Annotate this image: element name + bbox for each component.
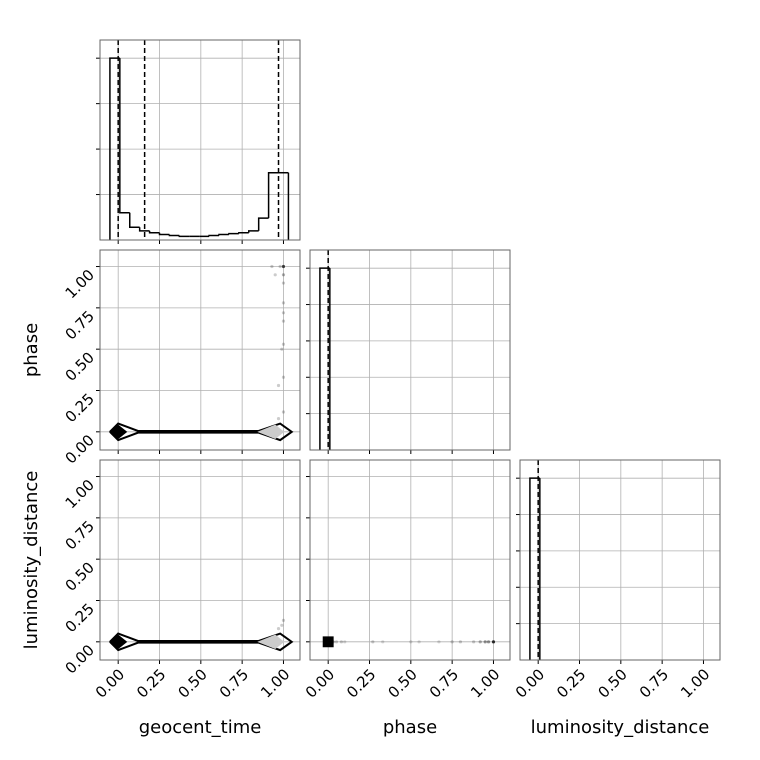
- sample-point: [417, 640, 421, 644]
- histogram-bar: [138, 227, 150, 232]
- sample-point: [281, 281, 286, 285]
- histogram-bar: [148, 230, 160, 234]
- y-axis-label: phase: [21, 323, 42, 377]
- axes-frame: [99, 459, 301, 661]
- sample-point: [280, 623, 284, 627]
- sample-point: [281, 342, 286, 346]
- sample-point: [270, 264, 274, 269]
- y-tick-label: 0.50: [62, 348, 98, 384]
- contour: [257, 634, 285, 650]
- sample-point: [478, 640, 482, 644]
- sample-point: [343, 640, 347, 644]
- contour: [109, 632, 294, 652]
- x-tick-label: 0.50: [174, 665, 210, 701]
- sample-point: [281, 375, 286, 379]
- x-axis-label: geocent_time: [139, 717, 262, 738]
- y-tick-label: 0.75: [62, 307, 98, 343]
- sample-point: [281, 273, 286, 277]
- sample-point: [281, 319, 286, 323]
- x-tick-label: 0.50: [594, 665, 630, 701]
- histogram-bar: [158, 232, 170, 236]
- histogram-bar: [218, 233, 229, 236]
- sample-point: [281, 264, 286, 269]
- axes-frame: [99, 249, 301, 451]
- x-tick-label: 0.00: [92, 665, 128, 701]
- contour: [109, 634, 128, 650]
- sample-point: [280, 347, 284, 351]
- y-axis-label: luminosity_distance: [21, 471, 42, 650]
- y-tick-label: 0.00: [62, 641, 98, 677]
- sample-point: [491, 640, 496, 644]
- sample-point: [483, 640, 487, 644]
- sample-point: [472, 640, 476, 644]
- axes-frame: [99, 39, 301, 241]
- histogram-bar: [529, 477, 540, 660]
- x-axis-label: luminosity_distance: [531, 717, 710, 738]
- contour: [109, 422, 294, 442]
- contour: [109, 424, 128, 440]
- histogram-bar: [208, 234, 220, 237]
- sample-point: [276, 416, 281, 421]
- x-tick-label: 0.25: [133, 665, 169, 701]
- x-tick-label: 0.00: [512, 665, 548, 701]
- histogram-bar: [178, 235, 190, 238]
- x-tick-label: 0.50: [384, 665, 420, 701]
- sample-point: [450, 640, 454, 644]
- x-axis-label: phase: [383, 717, 437, 738]
- histogram-bar: [267, 171, 279, 219]
- axes-frame: [519, 459, 721, 661]
- x-tick-label: 0.75: [426, 665, 462, 701]
- y-tick-label: 0.75: [62, 517, 98, 553]
- x-tick-label: 0.75: [636, 665, 672, 701]
- histogram-bar: [248, 230, 259, 233]
- x-tick-label: 1.00: [467, 665, 503, 701]
- y-tick-label: 0.50: [62, 558, 98, 594]
- sample-point: [281, 301, 286, 305]
- x-tick-label: 0.75: [216, 665, 252, 701]
- histogram-bar: [228, 232, 239, 235]
- sample-point: [276, 383, 281, 388]
- y-tick-label: 0.25: [62, 600, 98, 636]
- x-tick-label: 0.00: [302, 665, 338, 701]
- y-tick-label: 0.25: [62, 390, 98, 426]
- sample-point: [458, 640, 463, 644]
- histogram-bar: [129, 212, 140, 229]
- sample-point: [281, 618, 286, 622]
- sample-point: [381, 640, 385, 644]
- sample-point: [339, 640, 344, 644]
- histogram-bar: [168, 234, 180, 237]
- x-tick-label: 0.25: [343, 665, 379, 701]
- histogram-bar: [109, 57, 120, 240]
- sample-point: [281, 311, 286, 315]
- histogram-bar: [319, 267, 330, 450]
- histogram-bar: [238, 231, 249, 234]
- histogram-bar: [257, 217, 269, 231]
- sample-point: [281, 410, 286, 414]
- x-tick-label: 1.00: [677, 665, 713, 701]
- contour: [322, 636, 334, 648]
- axes-frame: [309, 249, 511, 451]
- sample-point: [334, 640, 339, 644]
- y-tick-label: 0.00: [62, 431, 98, 467]
- sample-point: [486, 640, 491, 644]
- axes-frame: [309, 459, 511, 661]
- sample-point: [371, 640, 375, 644]
- sample-point: [409, 640, 413, 644]
- contour: [257, 424, 285, 440]
- y-tick-label: 1.00: [62, 266, 98, 302]
- sample-point: [278, 264, 282, 269]
- sample-point: [437, 640, 441, 644]
- sample-point: [276, 626, 281, 631]
- histogram-bar: [119, 58, 130, 214]
- x-tick-label: 1.00: [257, 665, 293, 701]
- y-tick-label: 1.00: [62, 476, 98, 512]
- x-tick-label: 0.25: [553, 665, 589, 701]
- sample-point: [273, 273, 277, 277]
